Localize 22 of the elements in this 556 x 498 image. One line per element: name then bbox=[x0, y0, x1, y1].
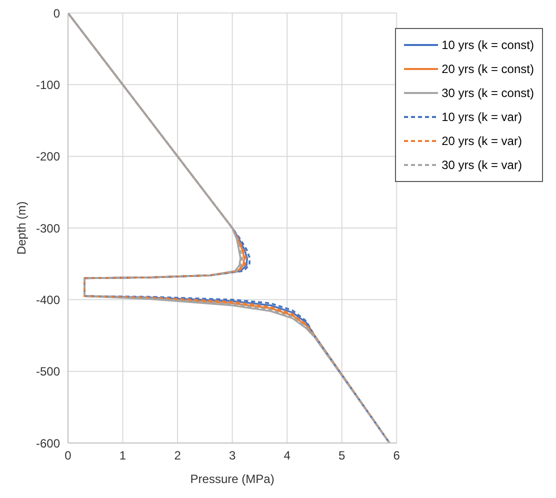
x-tick-label: 4 bbox=[284, 448, 291, 463]
x-tick-label: 1 bbox=[119, 448, 126, 463]
legend-label: 30 yrs (k = var) bbox=[442, 158, 522, 172]
legend-label: 10 yrs (k = var) bbox=[442, 110, 522, 124]
legend-label: 30 yrs (k = const) bbox=[442, 86, 534, 100]
x-tick-label: 0 bbox=[64, 448, 72, 463]
y-axis-title: Depth (m) bbox=[14, 201, 28, 255]
y-tick-label: -300 bbox=[36, 221, 60, 236]
y-tick-label: -100 bbox=[36, 78, 60, 92]
x-axis-title: Pressure (MPa) bbox=[190, 472, 274, 486]
y-tick-label: -400 bbox=[36, 292, 60, 307]
x-tick-label: 6 bbox=[393, 448, 400, 463]
y-tick-label: 0 bbox=[53, 6, 60, 20]
legend-label: 20 yrs (k = var) bbox=[442, 134, 522, 148]
y-tick-label: -600 bbox=[36, 436, 60, 450]
legend-label: 20 yrs (k = const) bbox=[442, 62, 534, 76]
x-tick-label: 5 bbox=[338, 448, 346, 463]
x-tick-label: 3 bbox=[228, 448, 236, 463]
y-tick-label: -500 bbox=[36, 364, 60, 379]
y-tick-label: -200 bbox=[36, 150, 60, 164]
legend-label: 10 yrs (k = const) bbox=[442, 38, 534, 52]
x-tick-label: 2 bbox=[174, 448, 182, 463]
